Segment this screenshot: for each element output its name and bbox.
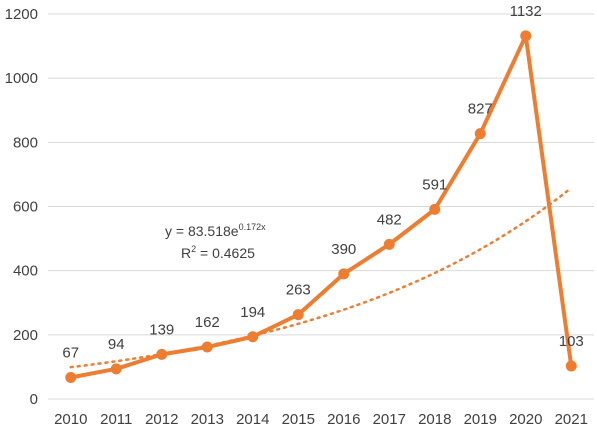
svg-text:R2 = 0.4625: R2 = 0.4625 — [181, 244, 255, 261]
y-tick-label: 400 — [13, 263, 38, 280]
svg-text:y = 83.518e0.172x: y = 83.518e0.172x — [165, 222, 266, 239]
grid-lines — [48, 13, 594, 400]
r2-power: 2 — [191, 244, 196, 254]
data-point — [338, 268, 350, 280]
x-tick-label: 2013 — [191, 411, 224, 428]
data-point — [201, 341, 213, 353]
x-tick-label: 2015 — [282, 411, 315, 428]
x-tick-label: 2012 — [145, 411, 178, 428]
equation-exponent: 0.172x — [239, 222, 267, 232]
data-labels: 67 94 139 162 194 263 390 482 591 827 1132 103 — [62, 3, 583, 362]
data-label: 390 — [331, 241, 356, 258]
series-line — [70, 33, 574, 380]
data-label: 482 — [377, 211, 402, 228]
data-point — [65, 372, 77, 384]
y-tick-label: 1000 — [5, 70, 38, 87]
y-tick-label: 600 — [13, 199, 38, 216]
data-point — [110, 363, 122, 375]
data-point — [429, 203, 441, 215]
data-points — [65, 30, 577, 384]
equation-text: y = 83.518e — [165, 223, 239, 239]
x-tick-label: 2011 — [100, 411, 132, 428]
y-tick-label: 1200 — [5, 6, 38, 23]
data-label: 591 — [422, 176, 447, 193]
data-label: 194 — [240, 304, 265, 321]
data-point — [383, 238, 395, 250]
x-tick-label: 2016 — [327, 411, 360, 428]
x-tick-label: 2018 — [418, 411, 451, 428]
data-label: 162 — [195, 314, 220, 331]
x-tick-label: 2021 — [555, 411, 588, 428]
data-label: 94 — [108, 336, 125, 353]
data-label: 827 — [468, 101, 493, 118]
trendline — [69, 186, 573, 369]
data-label: 139 — [149, 321, 174, 338]
x-tick-label: 2019 — [464, 411, 497, 428]
data-point — [565, 360, 577, 372]
data-label: 1132 — [510, 3, 542, 20]
x-tick-label: 2014 — [236, 411, 269, 428]
x-tick-label: 2017 — [373, 411, 406, 428]
data-label: 263 — [286, 282, 311, 299]
data-point — [474, 128, 486, 140]
data-label: 67 — [62, 345, 79, 362]
r2-prefix: R — [181, 245, 191, 261]
data-point — [292, 309, 304, 321]
x-tick-label: 2020 — [509, 411, 542, 428]
data-point — [247, 331, 259, 343]
y-tick-label: 200 — [13, 327, 38, 344]
data-label: 103 — [559, 333, 584, 350]
data-point — [156, 348, 168, 360]
x-axis-ticks: 2010 2011 2012 2013 2014 2015 2016 2017 2018 2019… — [54, 411, 588, 428]
x-tick-label: 2010 — [54, 411, 87, 428]
r2-value: = 0.4625 — [196, 245, 255, 261]
data-point — [520, 30, 532, 42]
trendline-equation: y = 83.518e0.172x R2 = 0.4625 — [165, 222, 266, 261]
y-tick-label: 0 — [30, 391, 38, 408]
y-axis-ticks: 0 200 400 600 800 1000 1200 — [5, 6, 38, 408]
y-tick-label: 800 — [13, 134, 38, 151]
